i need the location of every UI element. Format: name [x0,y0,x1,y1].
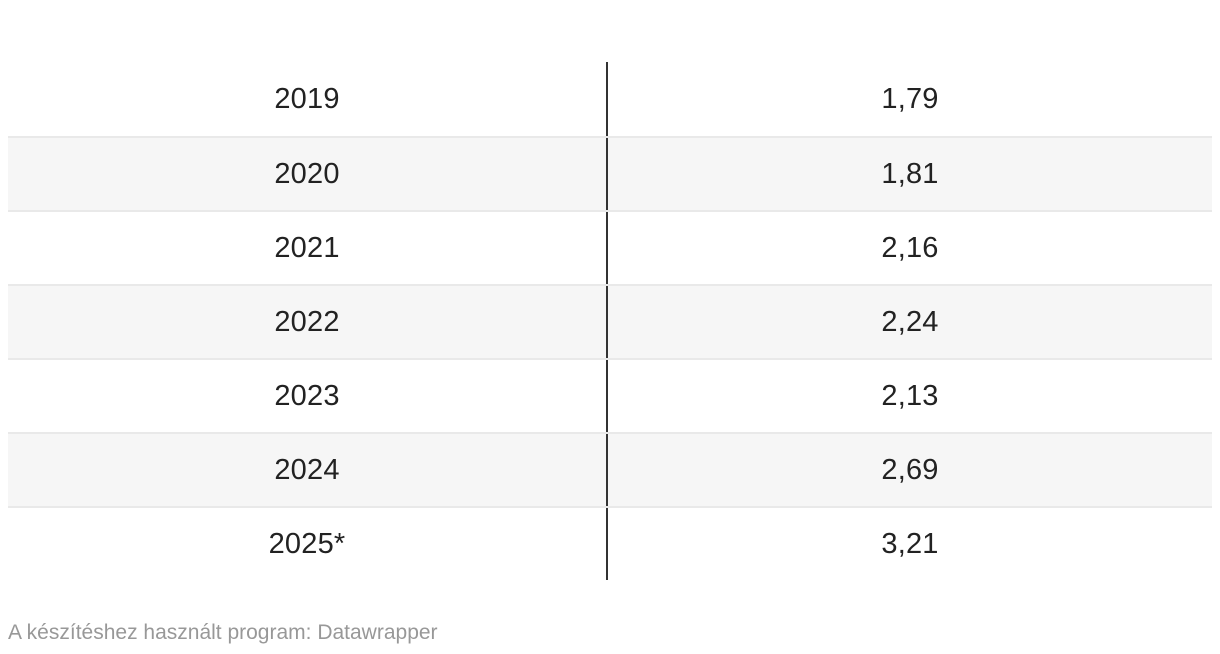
table-row: 2023 2,13 [8,358,1212,432]
year-cell: 2023 [8,360,608,432]
table-row: 2024 2,69 [8,432,1212,506]
value-cell: 2,13 [881,379,939,412]
value-cell: 1,79 [881,82,939,115]
year-cell: 2019 [8,62,608,136]
table-row: 2025* 3,21 [8,506,1212,580]
table-row: 2021 2,16 [8,210,1212,284]
table-row: 2019 1,79 [8,62,1212,136]
year-cell: 2020 [8,138,608,210]
year-cell: 2022 [8,286,608,358]
value-cell: 2,69 [881,453,939,486]
value-cell: 1,81 [881,157,939,190]
table-row: 2020 1,81 [8,136,1212,210]
year-cell: 2024 [8,434,608,506]
page: 2019 1,79 2020 1,81 2021 2,16 2022 2,24 2023 2,13… [0,62,1220,654]
data-table: 2019 1,79 2020 1,81 2021 2,16 2022 2,24 2023 2,13… [8,62,1212,580]
value-cell: 2,24 [881,305,939,338]
footer-credit: A készítéshez használt program: Datawrap… [8,621,438,644]
year-cell: 2025* [8,508,608,580]
value-cell: 2,16 [881,231,939,264]
value-cell: 3,21 [881,527,939,560]
year-cell: 2021 [8,212,608,284]
table-row: 2022 2,24 [8,284,1212,358]
